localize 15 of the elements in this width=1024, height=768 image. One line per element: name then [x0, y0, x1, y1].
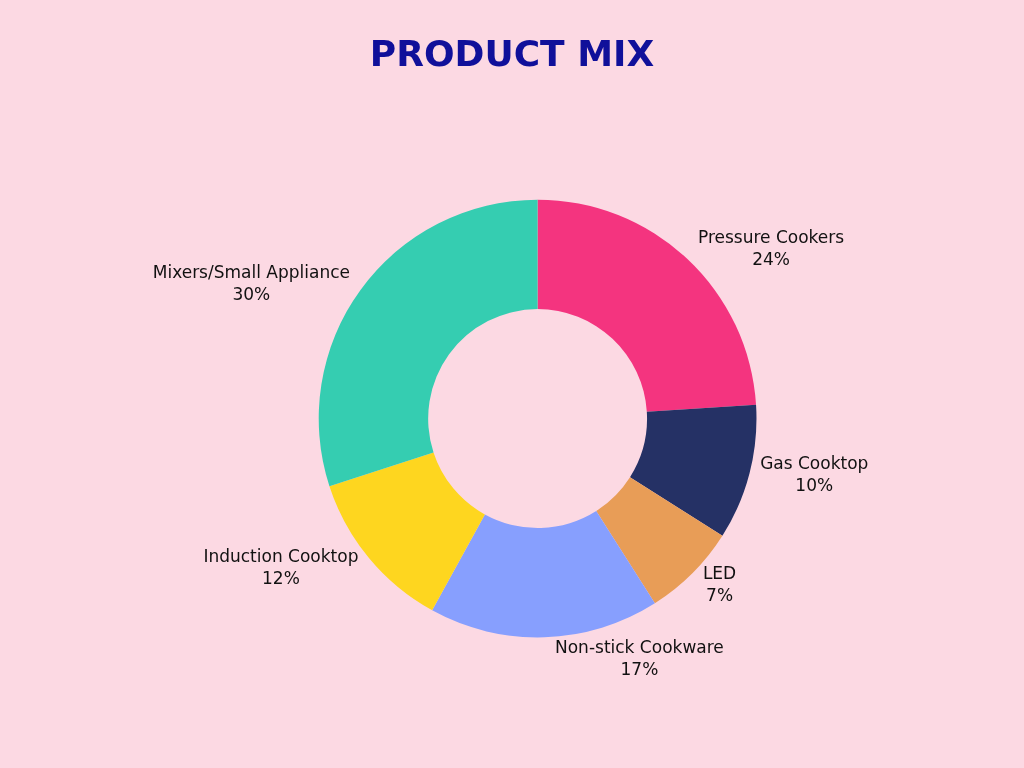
slice-label: Gas Cooktop [760, 453, 869, 474]
data-label: 24% [752, 248, 790, 269]
data-label: 30% [232, 283, 271, 304]
data-label: 7% [706, 584, 734, 605]
donut-slice [630, 404, 757, 536]
data-label: 12% [262, 567, 300, 588]
slice-label: Non-stick Cookware [555, 637, 724, 658]
chart-title: PRODUCT MIX [369, 33, 655, 75]
data-label: 17% [620, 659, 659, 680]
slice-label: Induction Cooktop [203, 545, 359, 566]
donut-slice [432, 510, 655, 638]
data-label: 10% [795, 475, 834, 496]
slice-label: Pressure Cookers [697, 226, 845, 247]
slice-label: LED [702, 562, 737, 583]
slice-label: Mixers/Small Appliance [152, 261, 350, 282]
